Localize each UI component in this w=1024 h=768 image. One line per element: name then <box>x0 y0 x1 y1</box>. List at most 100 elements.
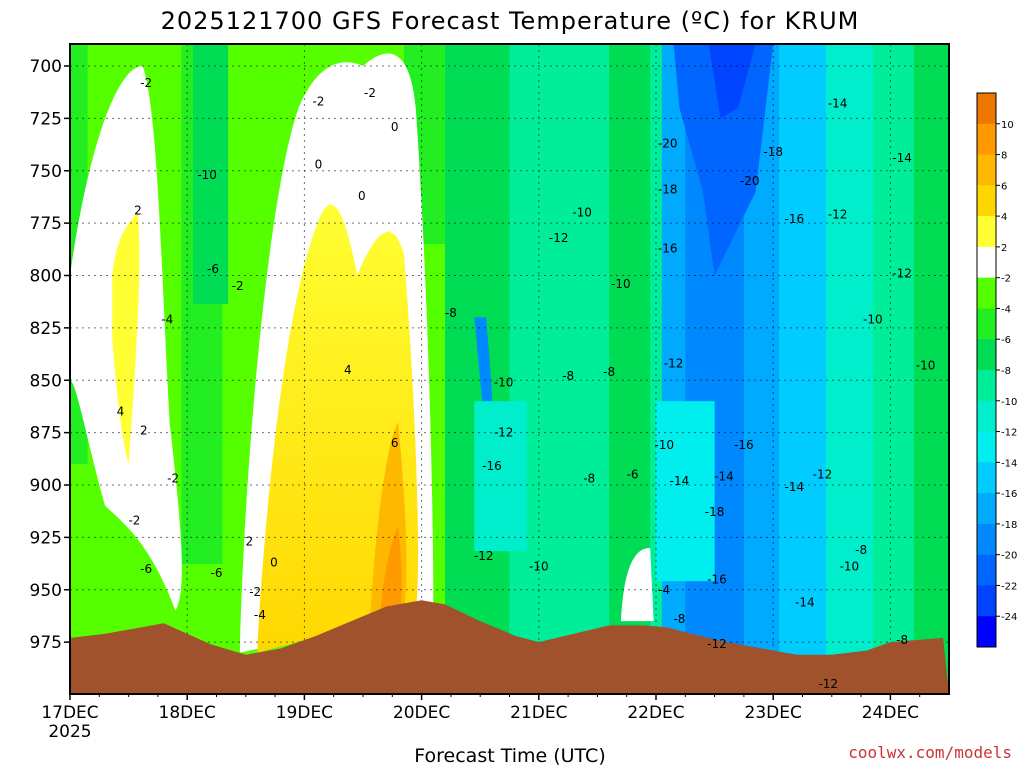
colorbar-label: 8 <box>1001 151 1007 162</box>
contour-label: -10 <box>494 375 514 389</box>
contour-label: -6 <box>207 262 219 276</box>
credit-link[interactable]: coolwx.com/models <box>848 743 1012 762</box>
contour-label: -6 <box>627 468 639 482</box>
contour-label: -2 <box>249 585 261 599</box>
grid-lines <box>70 44 949 694</box>
colorbar-swatch <box>977 216 996 248</box>
field-band <box>445 44 475 624</box>
colorbar: 10 8 6 4 2 -2 -4 -6 -8 -10 -12 -14 -16 -18 -20 -22 -24 <box>976 92 1017 648</box>
contour-label: -14 <box>828 97 848 111</box>
colorbar-label: -12 <box>1001 428 1017 439</box>
colorbar-label: 4 <box>1001 212 1007 223</box>
contour-label: 0 <box>391 120 399 134</box>
contour-label: -16 <box>784 212 804 226</box>
contour-label: -12 <box>828 208 848 222</box>
x-axis-label: Forecast Time (UTC) <box>414 745 605 767</box>
contour-label: -2 <box>128 514 140 528</box>
warm-region <box>380 526 402 611</box>
contour-label: -8 <box>445 306 457 320</box>
contour-label: 0 <box>358 189 366 203</box>
y-tick-label: 750 <box>30 162 62 182</box>
colorbar-swatch <box>977 400 996 433</box>
y-tick-label: 925 <box>30 528 62 548</box>
colorbar-swatch <box>977 523 996 556</box>
y-tick-label: 850 <box>30 371 62 391</box>
colorbar-label: 6 <box>1001 181 1007 192</box>
contour-label: -8 <box>673 612 685 626</box>
contour-label: 4 <box>117 405 125 419</box>
y-tick-label: 800 <box>30 267 62 287</box>
warm-region <box>620 547 654 622</box>
contour-label: 0 <box>315 157 323 171</box>
colorbar-swatch <box>977 277 996 309</box>
colorbar-label: -2 <box>1001 274 1011 285</box>
contour-label: 0 <box>270 556 278 570</box>
x-tick-label: 20DEC <box>393 703 450 723</box>
contour-label: -18 <box>763 145 783 159</box>
cold-core <box>673 44 774 276</box>
contour-label: -20 <box>658 137 678 151</box>
x-tick-label: 23DEC <box>745 703 802 723</box>
contour-label: -4 <box>658 583 670 597</box>
contour-label: -14 <box>670 474 690 488</box>
contour-label: -12 <box>892 266 912 280</box>
contour-label: -10 <box>197 168 217 182</box>
field-band <box>509 44 611 694</box>
colorbar-label: -14 <box>1001 458 1017 469</box>
contour-label: 2 <box>245 535 253 549</box>
field-band <box>661 44 687 694</box>
contour-label: -12 <box>474 549 494 563</box>
x-tick-sublabel: 2025 <box>48 722 91 742</box>
colorbar-label: 2 <box>1001 243 1007 254</box>
contour-label: -2 <box>364 86 376 100</box>
colorbar-label: 10 <box>1001 120 1014 131</box>
contour-label: -12 <box>664 356 684 370</box>
contour-label: -12 <box>813 468 833 482</box>
contour-label: -14 <box>795 595 815 609</box>
contour-label: -4 <box>254 608 266 622</box>
contour-label: -8 <box>562 369 574 383</box>
colorbar-label: -8 <box>1001 366 1011 377</box>
contour-label: -10 <box>654 438 674 452</box>
colorbar-swatch <box>977 616 996 648</box>
y-tick-label: 875 <box>30 424 62 444</box>
contour-label: -8 <box>896 633 908 647</box>
colorbar-label: -10 <box>1001 397 1017 408</box>
colorbar-swatch <box>977 185 996 217</box>
colorbar-swatch <box>977 585 996 617</box>
contour-label: -16 <box>482 459 502 473</box>
colorbar-swatch <box>977 123 996 156</box>
contour-label: -8 <box>603 365 615 379</box>
contour-label: -2 <box>140 76 152 90</box>
y-tick-label: 950 <box>30 581 62 601</box>
chart-title: 2025121700 GFS Forecast Temperature (ºC)… <box>161 7 860 35</box>
colorbar-swatch <box>977 431 996 463</box>
contour-label: -16 <box>658 241 678 255</box>
colorbar-label: -22 <box>1001 581 1017 592</box>
y-tick-label: 775 <box>30 214 62 234</box>
colorbar-swatch <box>977 493 996 525</box>
contour-label: -6 <box>211 566 223 580</box>
terrain-surface <box>70 600 949 694</box>
colorbar-label: -4 <box>1001 304 1011 315</box>
colorbar-swatch <box>977 339 996 371</box>
x-tick-label: 22DEC <box>627 703 684 723</box>
colorbar-label: -24 <box>1001 612 1017 623</box>
field-band <box>193 44 229 304</box>
contour-label: 2 <box>140 424 148 438</box>
contour-label: -10 <box>863 312 883 326</box>
colorbar-label: -20 <box>1001 551 1017 562</box>
x-tick-label: 18DEC <box>159 703 216 723</box>
contour-label: -2 <box>167 472 179 486</box>
field-band <box>825 44 874 694</box>
contour-label: -8 <box>583 472 595 486</box>
contour-label: -12 <box>494 426 514 440</box>
colorbar-swatch <box>977 154 996 186</box>
colorbar-swatch <box>977 462 996 494</box>
contour-label: 6 <box>391 436 399 450</box>
colorbar-swatch <box>977 370 996 402</box>
contour-labels: -2-102-6-2-442-2-2-6 -620-2-4-2-200046-8-… <box>117 76 936 691</box>
cold-core <box>708 44 756 119</box>
contour-label: -18 <box>705 505 725 519</box>
colorbar-swatch <box>977 93 996 125</box>
